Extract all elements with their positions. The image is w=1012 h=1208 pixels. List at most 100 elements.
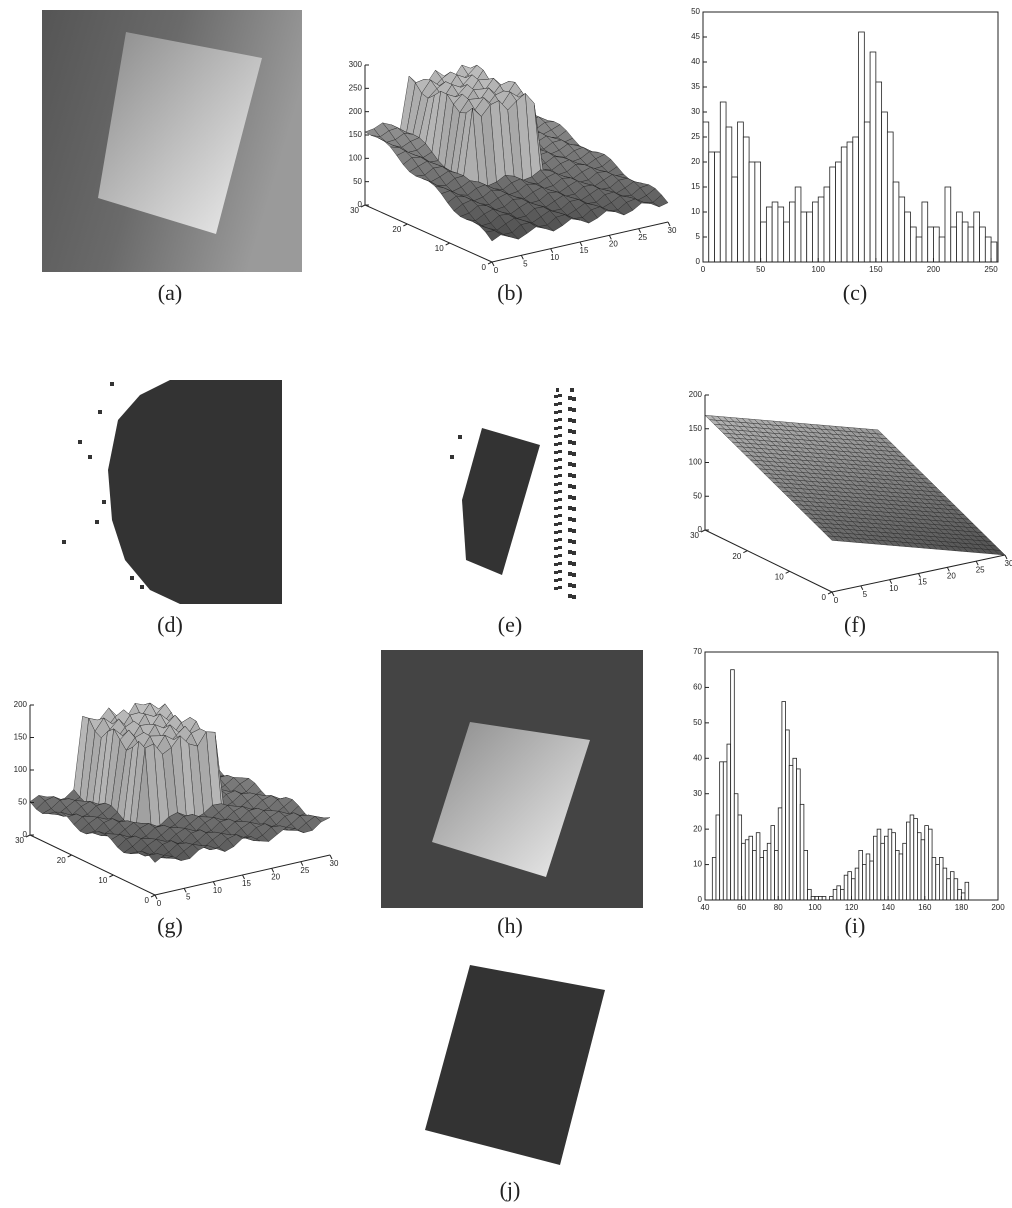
bar <box>962 222 968 262</box>
z-tick-label: 150 <box>14 733 28 742</box>
bar <box>723 762 727 900</box>
x-tick-label: 80 <box>774 903 783 912</box>
x-tick-label: 5 <box>523 259 528 268</box>
bar <box>749 836 753 900</box>
y-tick-label: 40 <box>693 753 702 762</box>
bar <box>822 896 826 900</box>
bar <box>899 197 905 262</box>
bar <box>749 162 755 262</box>
bar <box>903 843 907 900</box>
bar <box>859 850 863 900</box>
bar <box>797 769 801 900</box>
bar <box>732 177 738 262</box>
bar <box>819 896 823 900</box>
x-tick-label: 0 <box>701 265 706 274</box>
x-tick-label: 15 <box>580 246 589 255</box>
bar <box>808 889 812 900</box>
y-tick-label: 10 <box>693 860 702 869</box>
z-tick-label: 50 <box>693 491 702 500</box>
x-tick-label: 40 <box>701 903 710 912</box>
x-tick-label: 30 <box>330 859 339 868</box>
y-tick-label: 20 <box>732 552 741 561</box>
caption: (c) <box>843 280 867 305</box>
bar <box>720 762 724 900</box>
bar <box>841 889 845 900</box>
y-tick-label: 30 <box>691 107 700 116</box>
z-tick-label: 200 <box>14 700 28 709</box>
bar <box>870 861 874 900</box>
y-tick <box>446 243 450 245</box>
bar <box>818 197 824 262</box>
bar <box>807 212 813 262</box>
bar <box>864 122 870 262</box>
y-tick <box>488 262 492 264</box>
bar <box>726 127 732 262</box>
x-tick-label: 20 <box>271 872 280 881</box>
bar <box>888 829 892 900</box>
caption: (e) <box>498 612 522 637</box>
bar <box>755 162 761 262</box>
z-tick-label: 200 <box>349 107 363 116</box>
x-tick-label: 20 <box>947 571 956 580</box>
bar <box>932 857 936 900</box>
z-tick-label: 150 <box>689 424 703 433</box>
bar <box>745 840 749 900</box>
bar <box>767 843 771 900</box>
bar <box>862 865 866 900</box>
y-tick-label: 0 <box>482 263 487 272</box>
x-tick-label: 15 <box>918 578 927 587</box>
x-tick-label: 50 <box>756 265 765 274</box>
x-tick-label: 200 <box>991 903 1005 912</box>
bar <box>916 237 922 262</box>
image-d <box>62 380 282 604</box>
image-j <box>425 965 605 1165</box>
bar <box>852 879 856 900</box>
y-tick-label: 10 <box>775 572 784 581</box>
x-tick-label: 20 <box>609 239 618 248</box>
caption: (b) <box>497 280 523 305</box>
bar <box>906 822 910 900</box>
bar <box>928 227 934 262</box>
bar <box>939 857 943 900</box>
bar <box>716 815 720 900</box>
y-tick-label: 35 <box>691 82 700 91</box>
bar <box>727 744 731 900</box>
y-tick-label: 15 <box>691 182 700 191</box>
y-tick <box>109 875 113 877</box>
bar <box>756 833 760 900</box>
bar <box>772 202 778 262</box>
y-tick-label: 20 <box>693 824 702 833</box>
bar <box>824 187 830 262</box>
x-tick-label: 15 <box>242 879 251 888</box>
bar <box>795 187 801 262</box>
bar <box>855 868 859 900</box>
bar <box>892 833 896 900</box>
bar <box>743 137 749 262</box>
image-e <box>450 390 574 600</box>
bar <box>793 758 797 900</box>
y-tick-label: 70 <box>693 647 702 656</box>
bar <box>761 222 767 262</box>
x-tick-label: 5 <box>863 590 868 599</box>
bar <box>870 52 876 262</box>
bar <box>833 889 837 900</box>
y-tick-label: 30 <box>693 789 702 798</box>
bar <box>738 815 742 900</box>
bar <box>775 850 779 900</box>
bar <box>939 237 945 262</box>
bar <box>876 82 882 262</box>
z-tick-label: 200 <box>689 390 703 399</box>
y-tick-label: 50 <box>693 718 702 727</box>
x-tick-label: 160 <box>918 903 932 912</box>
image-h <box>381 650 643 908</box>
caption: (j) <box>500 1177 521 1202</box>
bar <box>951 227 957 262</box>
page: {"captions": ["(a)", "(b)", "(c)", "(d)"… <box>0 0 1012 1208</box>
y-tick-label: 0 <box>145 896 150 905</box>
x-tick-label: 0 <box>494 266 499 275</box>
bar <box>945 187 951 262</box>
y-tick-label: 45 <box>691 32 700 41</box>
bar <box>936 865 940 900</box>
bar <box>866 854 870 900</box>
y-tick-label: 40 <box>691 57 700 66</box>
